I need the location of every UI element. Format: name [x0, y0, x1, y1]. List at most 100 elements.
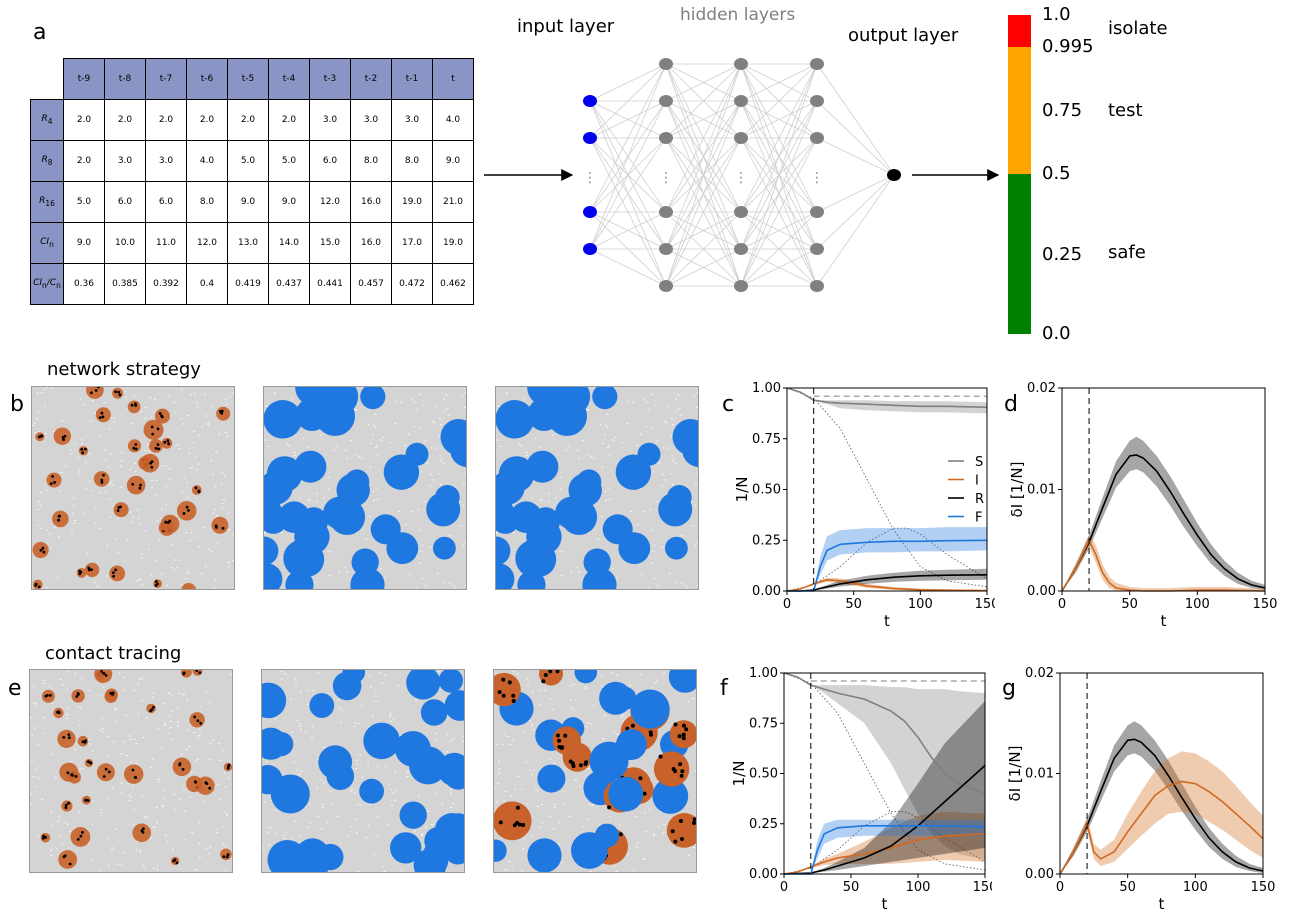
plot-frame — [786, 387, 988, 592]
hidden-node — [734, 58, 748, 70]
lattice-dot — [158, 539, 161, 541]
lattice-dot — [640, 574, 643, 575]
lattice-dot — [144, 407, 147, 408]
lattice-dot — [42, 682, 45, 684]
lattice-dot — [220, 483, 223, 485]
scale-tick: 0.25 — [1042, 244, 1083, 265]
quarantine-cluster — [526, 450, 559, 483]
lattice-dot — [653, 545, 656, 547]
lattice-dot — [298, 774, 301, 775]
removed-dot — [578, 763, 583, 768]
lattice-dot — [644, 426, 647, 428]
network-edge — [740, 63, 818, 287]
network-edge — [740, 100, 818, 287]
lattice-dot — [35, 769, 38, 770]
lattice-dot — [602, 442, 605, 444]
lattice-dot — [171, 695, 174, 697]
lattice-dot — [367, 765, 370, 767]
infected-cluster — [46, 472, 62, 488]
lattice-dot — [505, 393, 508, 395]
lattice-dot — [647, 587, 650, 589]
lattice-dot — [452, 585, 455, 586]
network-edge — [589, 100, 667, 139]
column-header: t-2 — [350, 58, 392, 100]
lattice-dot — [419, 393, 422, 395]
removed-dot — [193, 715, 197, 719]
quarantine-cluster — [319, 748, 343, 773]
y-axis-label: 1/N — [733, 477, 751, 503]
x-tick-label: 50 — [1119, 880, 1136, 895]
removed-dot — [104, 767, 108, 771]
lattice-dot — [36, 509, 39, 510]
lattice-dot — [626, 401, 629, 403]
series-line-F — [784, 825, 986, 875]
lattice-dot — [115, 538, 118, 540]
removed-dot — [498, 820, 503, 825]
x-axis-label: t — [1161, 612, 1167, 630]
hidden-node — [810, 58, 824, 70]
lattice-dot — [601, 516, 604, 518]
removed-dot — [49, 482, 53, 485]
hidden-node — [659, 58, 673, 70]
quarantine-cluster — [652, 778, 689, 814]
lattice-dot — [517, 776, 520, 778]
removed-dot — [681, 736, 686, 741]
lattice-dot — [136, 580, 138, 582]
table-cell: 2.0 — [186, 99, 228, 141]
lattice-dot — [270, 827, 273, 829]
lattice-dot — [107, 736, 110, 737]
lattice-dot — [177, 692, 180, 694]
lattice-dot — [651, 562, 654, 564]
lattice-dot — [668, 572, 671, 574]
lattice-dot — [284, 673, 287, 675]
lattice-dot — [72, 522, 75, 524]
lattice-dot — [652, 833, 655, 835]
quarantine-cluster — [547, 396, 587, 436]
infected-cluster — [196, 776, 215, 795]
lattice-dot — [36, 418, 38, 420]
lattice-dot — [163, 797, 166, 799]
lattice-dot — [285, 831, 288, 833]
removed-dot — [181, 767, 185, 771]
removed-dot — [156, 427, 160, 431]
lattice-dot — [319, 779, 322, 781]
lattice-dot — [216, 542, 219, 544]
lattice-dot — [141, 795, 144, 797]
network-edge — [740, 100, 818, 139]
quarantine-cluster — [444, 690, 464, 721]
lattice-dot — [129, 469, 132, 471]
table-cell: 9.0 — [432, 140, 474, 182]
lattice-dot — [122, 852, 125, 854]
lattice-dot — [208, 852, 211, 854]
lattice-dot — [444, 409, 447, 411]
lattice-dot — [43, 680, 46, 681]
removed-dot — [62, 736, 66, 739]
quarantine-cluster — [294, 519, 330, 555]
lattice-dot — [688, 846, 691, 848]
table-cell: 2.0 — [63, 140, 105, 182]
lattice-dot — [92, 800, 95, 802]
infected-cluster — [161, 437, 173, 449]
table-cell: 4.0 — [432, 99, 474, 141]
table-cell: 8.0 — [391, 140, 433, 182]
lattice-dot — [306, 703, 309, 705]
removed-dot — [90, 568, 93, 571]
lattice-dot — [171, 544, 174, 546]
lattice-dot — [116, 517, 119, 519]
lattice-dot — [150, 574, 153, 576]
removed-dot — [64, 803, 68, 807]
lattice-dot — [425, 585, 427, 587]
lattice-dot — [198, 856, 201, 858]
quarantine-cluster — [630, 689, 670, 729]
lattice-dot — [225, 813, 228, 815]
lattice-dot — [568, 815, 571, 817]
removed-dot — [681, 732, 686, 737]
lattice-dot — [97, 586, 100, 587]
row-header-r4: R4 — [30, 99, 64, 141]
lattice-dot — [114, 828, 117, 830]
lattice-dot — [222, 844, 225, 846]
lattice-dot — [212, 512, 215, 514]
x-tick-label: 100 — [1185, 597, 1210, 612]
lattice-dot — [61, 684, 64, 686]
lattice-dot — [290, 698, 292, 700]
